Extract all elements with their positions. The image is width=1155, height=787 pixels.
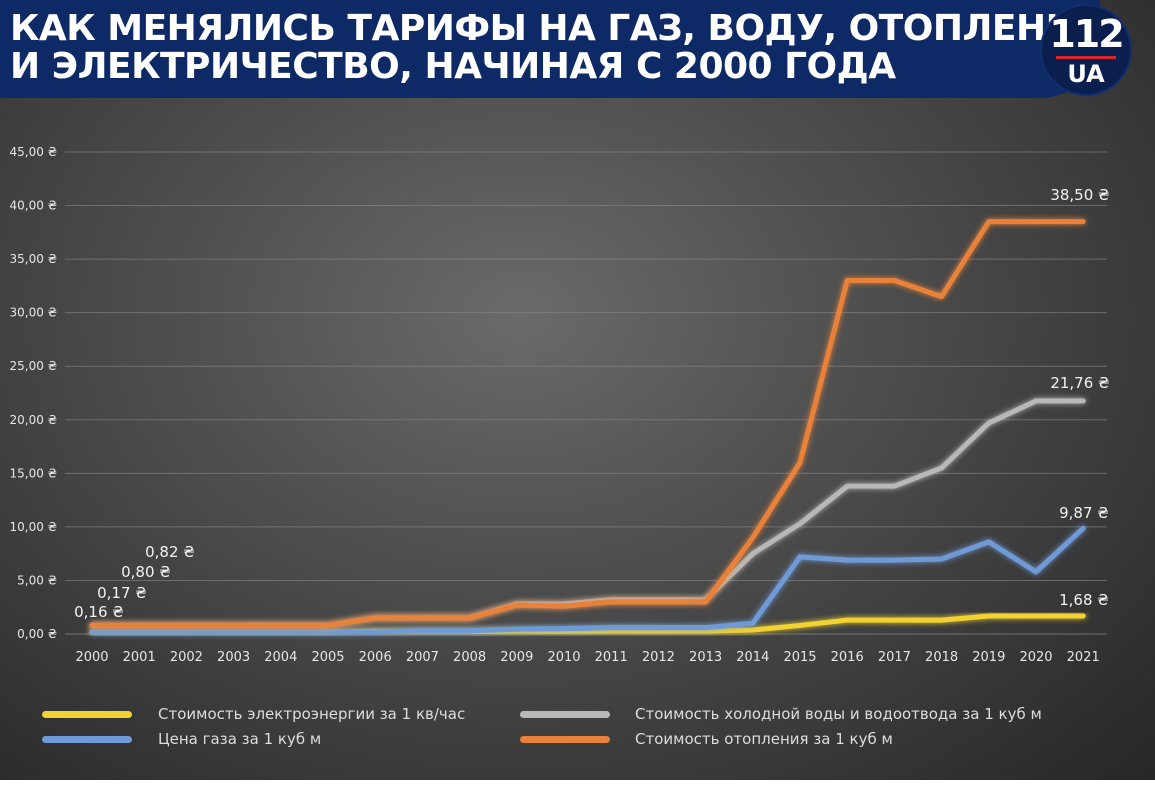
series-line-heating xyxy=(89,219,1086,628)
data-label-electricity_start: 0,16 ₴ xyxy=(74,603,124,621)
brand-logo: 112 UA xyxy=(1042,6,1130,94)
chart-data-labels: 0,82 ₴ 0,80 ₴ 0,17 ₴0,16 ₴ 38,50 ₴ 21,76 ₴ 9,… xyxy=(74,186,1110,621)
x-tick-label: 2011 xyxy=(595,650,628,665)
x-tick-label: 2003 xyxy=(217,650,250,665)
data-label-heating_start: 0,82 ₴ xyxy=(145,543,195,561)
y-tick-label: 40,00 ₴ xyxy=(10,199,57,213)
y-tick-label: 0,00 ₴ xyxy=(17,627,57,641)
header-banner: КАК МЕНЯЛИСЬ ТАРИФЫ НА ГАЗ, ВОДУ, ОТОПЛЕ… xyxy=(0,0,1130,98)
x-tick-label: 2009 xyxy=(500,650,533,665)
bottom-edge xyxy=(0,780,1155,787)
x-tick-label: 2007 xyxy=(406,650,439,665)
page-title-line-2: И ЭЛЕКТРИЧЕСТВО, НАЧИНАЯ С 2000 ГОДА xyxy=(10,46,896,87)
x-tick-label: 2013 xyxy=(689,650,722,665)
logo-text: UA xyxy=(1067,60,1105,88)
data-label-gas_start: 0,17 ₴ xyxy=(97,584,147,602)
page-title-line-1: КАК МЕНЯЛИСЬ ТАРИФЫ НА ГАЗ, ВОДУ, ОТОПЛЕ… xyxy=(10,8,1100,49)
x-tick-label: 2005 xyxy=(311,650,344,665)
x-tick-label: 2014 xyxy=(736,650,769,665)
y-tick-label: 35,00 ₴ xyxy=(10,252,57,266)
legend-label-water: Стоимость холодной воды и водоотвода за … xyxy=(635,705,1042,723)
legend-label-gas: Цена газа за 1 куб м xyxy=(158,730,322,748)
series-line-gas xyxy=(89,525,1086,635)
y-axis: 0,00 ₴ 5,00 ₴ 10,00 ₴ 15,00 ₴ 20,00 ₴ 25,00 ₴… xyxy=(10,145,57,641)
series-line-water xyxy=(89,398,1086,628)
legend-label-electricity: Стоимость электроэнергии за 1 кв/час xyxy=(158,705,466,723)
logo-number: 112 xyxy=(1049,12,1124,56)
y-tick-label: 45,00 ₴ xyxy=(10,145,57,159)
chart-grid xyxy=(65,151,1107,635)
data-label-electricity_end: 1,68 ₴ xyxy=(1059,591,1109,609)
y-tick-label: 20,00 ₴ xyxy=(10,413,57,427)
data-label-heating_end: 38,50 ₴ xyxy=(1050,186,1109,204)
x-tick-label: 2000 xyxy=(75,650,108,665)
y-tick-label: 15,00 ₴ xyxy=(10,466,57,480)
data-label-gas_end: 9,87 ₴ xyxy=(1059,504,1109,522)
x-tick-label: 2015 xyxy=(783,650,816,665)
logo-accent-bar xyxy=(1056,56,1116,59)
x-tick-label: 2017 xyxy=(878,650,911,665)
x-tick-label: 2020 xyxy=(1019,650,1052,665)
legend-swatch-gas xyxy=(42,736,132,743)
legend-swatch-electricity xyxy=(42,711,132,718)
x-tick-label: 2004 xyxy=(264,650,297,665)
chart-series xyxy=(89,219,1086,635)
legend-swatch-water xyxy=(520,711,610,718)
x-tick-label: 2008 xyxy=(453,650,486,665)
y-tick-label: 10,00 ₴ xyxy=(10,520,57,534)
y-tick-label: 25,00 ₴ xyxy=(10,359,57,373)
x-tick-label: 2019 xyxy=(972,650,1005,665)
y-tick-label: 30,00 ₴ xyxy=(10,306,57,320)
x-axis: 2000 2001 2002 2003 2004 2005 2006 2007 2008 2009… xyxy=(75,650,1099,665)
data-label-water_start: 0,80 ₴ xyxy=(121,563,171,581)
y-tick-label: 5,00 ₴ xyxy=(17,573,57,587)
legend-label-heating: Стоимость отопления за 1 куб м xyxy=(635,730,893,748)
x-tick-label: 2012 xyxy=(642,650,675,665)
x-tick-label: 2016 xyxy=(831,650,864,665)
x-tick-label: 2021 xyxy=(1067,650,1100,665)
x-tick-label: 2002 xyxy=(170,650,203,665)
x-tick-label: 2018 xyxy=(925,650,958,665)
x-tick-label: 2001 xyxy=(123,650,156,665)
x-tick-label: 2010 xyxy=(547,650,580,665)
data-label-water_end: 21,76 ₴ xyxy=(1050,374,1109,392)
legend-swatch-heating xyxy=(520,736,610,743)
x-tick-label: 2006 xyxy=(359,650,392,665)
